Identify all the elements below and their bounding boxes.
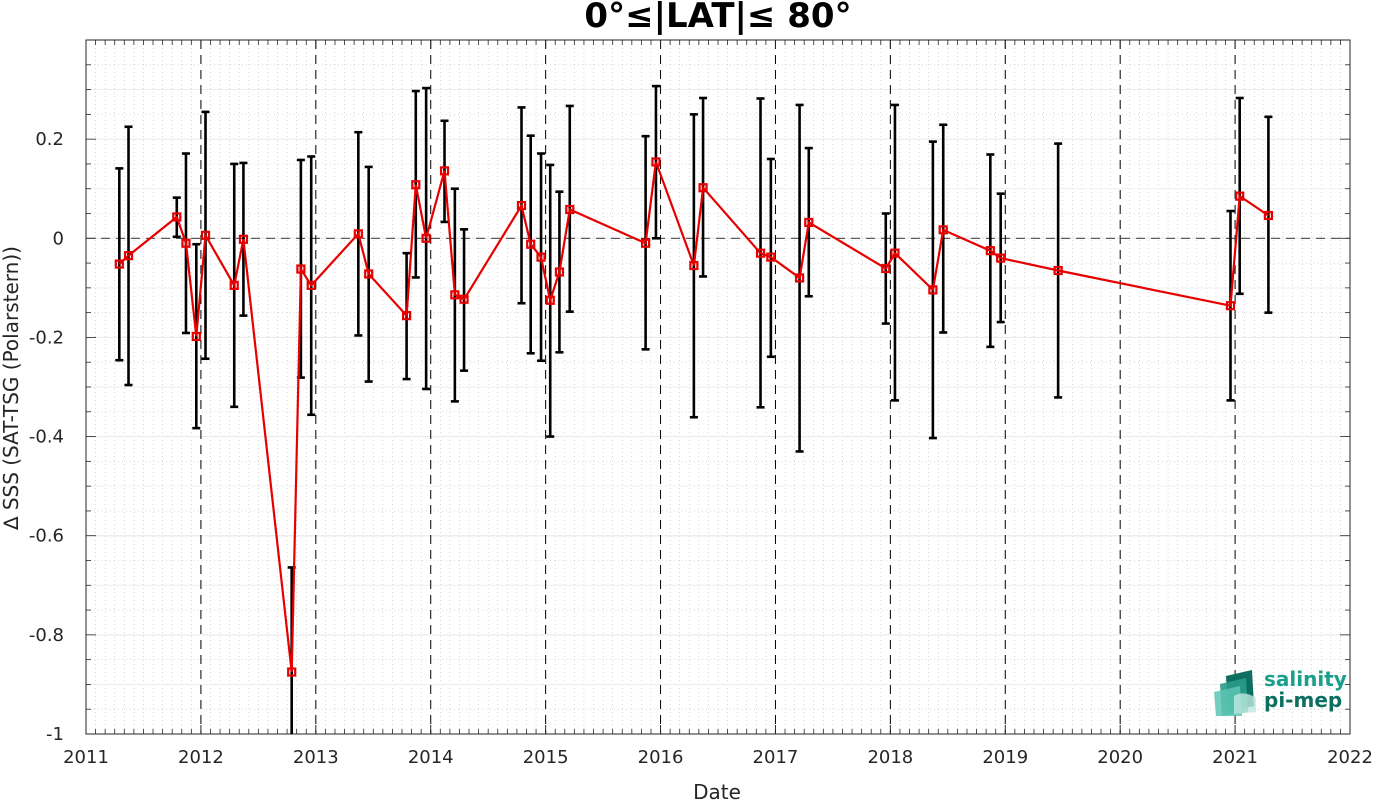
data-point-marker [516,200,527,211]
x-tick-label: 2012 [178,747,224,768]
data-point-marker [996,253,1006,263]
data-point-marker [794,273,805,283]
y-axis-label: ∆ SSS (SAT-TSG (Polarstern)) [0,246,23,531]
data-point-marker [287,667,297,677]
data-point-marker [191,331,201,342]
year-boundary-lines [200,40,1236,734]
data-point-marker [766,252,776,262]
data-point-marker [1263,210,1274,221]
y-tick-label: 0.2 [35,129,64,150]
y-tick-label: -0.4 [29,427,64,448]
data-point-marker [545,295,555,305]
data-point-marker [459,294,469,304]
data-point-marker [565,204,575,215]
data-point-marker [364,269,374,279]
x-tick-label: 2011 [63,747,109,768]
data-point-marker [306,280,316,290]
data-point-marker [229,280,239,290]
data-point-marker [123,251,134,261]
data-point-marker [689,260,699,271]
x-tick-label: 2018 [867,747,913,768]
data-point-marker [698,183,708,193]
data-point-marker [881,263,891,274]
data-point-marker [755,248,766,258]
x-tick-label: 2016 [638,747,684,768]
data-point-marker [421,233,431,243]
y-tick-labels: 0.2 0 -0.2 -0.4 -0.6 -0.8 -1 [29,129,64,745]
logo-text-salinity: salinity [1264,667,1347,691]
data-point-marker [401,311,412,321]
salinity-pi-mep-logo: salinity pi-mep [1214,667,1347,716]
data-point-marker [1225,301,1236,311]
data-point-marker [353,229,363,239]
series-line [118,161,1270,673]
x-tick-label: 2022 [1327,747,1373,768]
x-tick-labels: 2011 2012 2013 2014 2015 2016 2017 2018 2019 2020… [63,747,1373,768]
x-tick-label: 2020 [1097,747,1143,768]
data-point-marker [114,259,124,269]
logo-wave-icon [1214,670,1256,716]
plot-frame [85,39,1351,735]
data-point-marker [172,212,182,222]
data-point-marker [526,239,536,249]
data-point-marker [238,234,249,244]
data-point-marker [181,238,191,248]
data-point-marker [804,217,814,228]
x-tick-label: 2014 [408,747,454,768]
x-tick-label: 2017 [753,747,799,768]
y-tick-label: -0.8 [29,625,64,646]
x-axis-label: Date [693,780,741,801]
data-point-marker [200,230,211,240]
data-point-marker [296,264,306,274]
chart-title: 0°≤|LAT|≤ 80° [584,0,851,36]
data-point-marker [450,290,460,300]
y-tick-label: -0.2 [29,327,64,348]
x-tick-label: 2013 [293,747,339,768]
data-point-marker [985,246,995,256]
data-point-marker [938,225,948,235]
y-tick-label: 0 [53,228,64,249]
data-point-marker [536,252,546,262]
data-point-marker [554,267,565,277]
data-point-marker [928,285,938,295]
data-point-marker [641,238,651,248]
data-point-marker [651,157,661,167]
data-point-marker [439,166,450,176]
y-tick-label: -1 [46,724,64,745]
data-point-marker [1235,191,1245,201]
x-tick-label: 2021 [1212,747,1258,768]
series-markers [114,157,1274,677]
data-point-marker [411,180,421,190]
y-tick-label: -0.6 [29,526,64,547]
logo-text-pimep: pi-mep [1264,688,1342,712]
x-tick-label: 2015 [523,747,569,768]
data-point-marker [1053,265,1063,276]
data-point-marker [890,248,900,258]
x-tick-label: 2019 [982,747,1028,768]
